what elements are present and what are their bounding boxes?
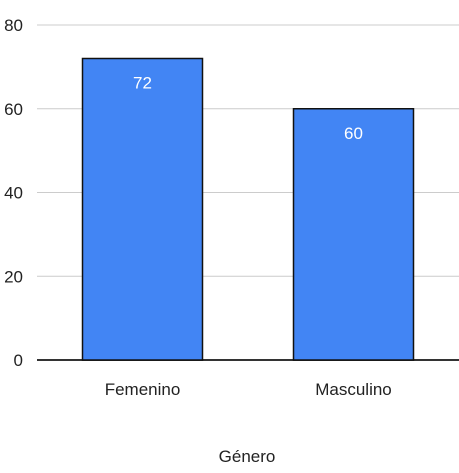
y-axis-ticks: 0 20 40 60 80 (4, 16, 23, 370)
bar-value-label: 72 (133, 74, 152, 93)
bar-value-label: 60 (344, 124, 363, 143)
x-tick-label: Masculino (315, 380, 392, 399)
y-tick-label: 80 (4, 16, 23, 35)
bars: 72 60 (81, 57, 415, 361)
x-axis-ticks: Femenino Masculino (105, 380, 392, 399)
y-tick-label: 20 (4, 267, 23, 286)
y-tick-label: 0 (14, 351, 23, 370)
x-axis-title: Género (219, 447, 276, 466)
y-tick-label: 60 (4, 100, 23, 119)
bar-femenino (81, 57, 204, 361)
y-tick-label: 40 (4, 184, 23, 203)
bar-masculino (292, 108, 415, 361)
x-tick-label: Femenino (105, 380, 181, 399)
